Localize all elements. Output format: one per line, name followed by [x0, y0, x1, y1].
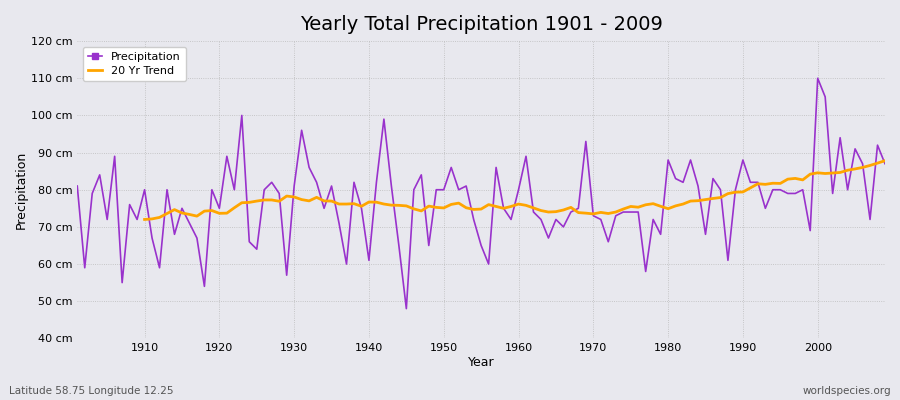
20 Yr Trend — [820, 171, 831, 176]
20 Yr Trend — [140, 217, 150, 222]
Text: Latitude 58.75 Longitude 12.25: Latitude 58.75 Longitude 12.25 — [9, 386, 174, 396]
20 Yr Trend — [282, 194, 292, 198]
Y-axis label: Precipitation: Precipitation — [15, 151, 28, 229]
20 Yr Trend — [311, 195, 322, 200]
Text: worldspecies.org: worldspecies.org — [803, 386, 891, 396]
Precipitation — [400, 306, 411, 311]
Precipitation — [520, 154, 531, 159]
Precipitation — [131, 217, 142, 222]
Line: Precipitation: Precipitation — [77, 78, 885, 309]
Precipitation — [341, 262, 352, 266]
Precipitation — [610, 213, 621, 218]
Precipitation — [513, 187, 524, 192]
20 Yr Trend — [520, 203, 531, 208]
20 Yr Trend — [842, 168, 853, 173]
Precipitation — [72, 184, 83, 188]
Precipitation — [296, 128, 307, 133]
20 Yr Trend — [879, 158, 890, 163]
X-axis label: Year: Year — [468, 356, 494, 369]
Title: Yearly Total Precipitation 1901 - 2009: Yearly Total Precipitation 1901 - 2009 — [300, 15, 662, 34]
Precipitation — [813, 76, 824, 81]
Legend: Precipitation, 20 Yr Trend: Precipitation, 20 Yr Trend — [83, 47, 186, 81]
Precipitation — [879, 161, 890, 166]
Line: 20 Yr Trend: 20 Yr Trend — [145, 161, 885, 220]
20 Yr Trend — [580, 211, 591, 216]
